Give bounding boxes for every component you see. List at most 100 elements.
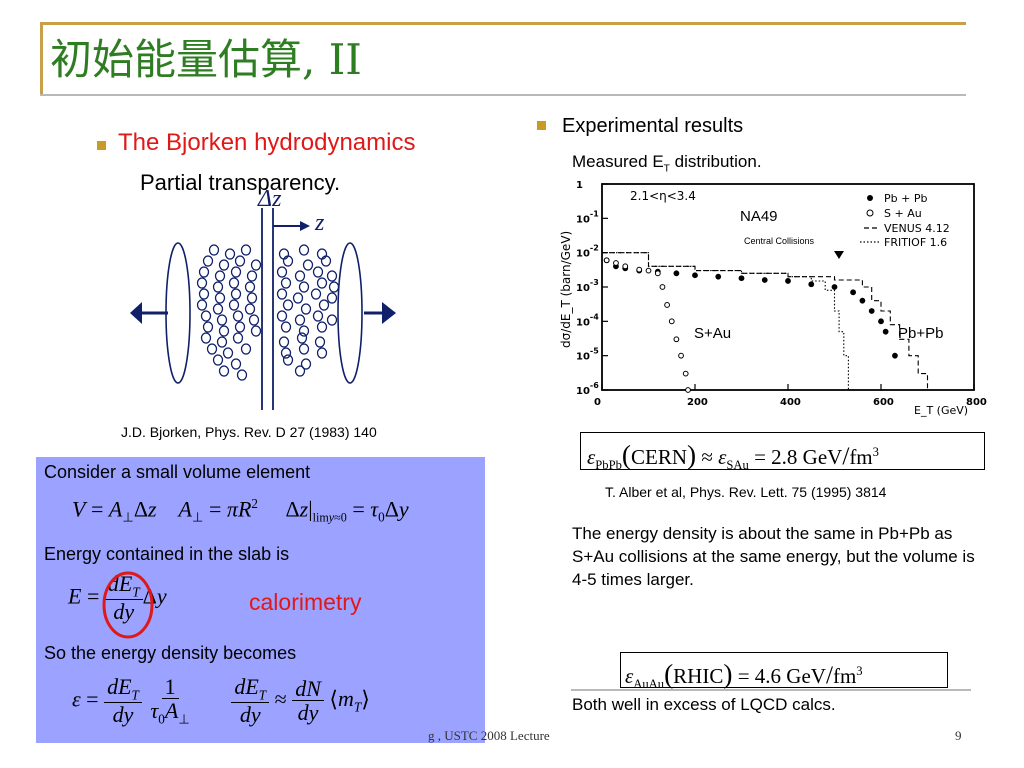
legend-marker-pbpb: [867, 195, 873, 201]
particle: [230, 288, 242, 300]
particle: [276, 310, 288, 322]
particle: [328, 281, 340, 293]
delta-z-label: Δz: [258, 186, 282, 212]
particle: [298, 244, 310, 256]
particle: [320, 255, 332, 267]
bullet-square-icon: [97, 141, 106, 150]
point-s-au: [664, 302, 670, 308]
y-tick-exponent: -5: [590, 347, 599, 356]
right-bullet-heading: Experimental results: [562, 115, 744, 137]
point-s-au: [613, 260, 619, 266]
z-axis-label: z: [315, 210, 325, 236]
point-pb-pb: [882, 328, 889, 335]
point-pb-pb: [831, 284, 838, 290]
sau-label: S+Au: [694, 325, 731, 342]
point-pb-pb: [692, 272, 698, 279]
particle: [234, 321, 246, 333]
slide-title: 初始能量估算, II: [50, 35, 362, 84]
particle: [280, 347, 292, 359]
particle: [236, 369, 248, 381]
particle: [276, 266, 288, 278]
particle: [326, 314, 338, 326]
particle: [278, 336, 290, 348]
calorimetry-label: calorimetry: [249, 589, 362, 615]
particle: [240, 244, 252, 256]
particle: [218, 259, 230, 271]
particle: [282, 299, 294, 311]
y-tick-exponent: -6: [590, 381, 599, 390]
y-tick-exponent: -4: [590, 312, 599, 321]
particle: [230, 266, 242, 278]
series-fritiof-1-6: [602, 252, 849, 390]
particle: [300, 358, 312, 370]
particle: [248, 314, 260, 326]
particle: [294, 270, 306, 282]
particle: [214, 270, 226, 282]
point-s-au: [673, 336, 680, 343]
particle: [240, 343, 252, 355]
y-tick-label: 10-1: [576, 209, 599, 225]
point-pb-pb: [761, 277, 768, 283]
central-label: Central Collisions: [744, 236, 815, 246]
particle: [276, 288, 288, 300]
pbpb-energy-density-formula: εPbPb(CERN) ≈ εSAu = 2.8 GeV/fm3: [580, 432, 985, 472]
particle: [230, 358, 242, 370]
x-tick-label: 200: [687, 397, 708, 408]
particle: [200, 310, 212, 322]
y-tick-label: 10-5: [576, 347, 599, 363]
x-tick-label: 800: [966, 397, 987, 408]
point-s-au: [659, 284, 666, 290]
particle: [224, 248, 236, 260]
particle: [216, 314, 228, 326]
x-tick-label: 0: [594, 397, 601, 408]
legend-pbpb: Pb + Pb: [884, 192, 927, 205]
point-s-au: [682, 370, 689, 377]
box-line-density: So the energy density becomes: [44, 643, 297, 663]
point-pb-pb: [785, 278, 791, 284]
y-tick-label: 10-2: [576, 244, 599, 260]
y-tick-label: 1: [576, 180, 583, 191]
volume-formula: V = A⊥Δz A⊥ = πR2 Δz|limy≈0 = τ0Δy: [72, 496, 409, 525]
y-tick-exponent: -1: [590, 209, 599, 218]
box-line-energy: Energy contained in the slab is: [44, 544, 290, 564]
particle: [244, 281, 256, 293]
x-tick-label: 400: [780, 397, 801, 408]
point-s-au: [668, 318, 675, 325]
x-axis-label: E_T (GeV): [914, 404, 968, 417]
point-pb-pb: [892, 352, 898, 359]
particle: [246, 292, 258, 304]
particle: [196, 277, 208, 289]
footer-rule: [571, 689, 971, 691]
particle: [250, 325, 262, 337]
right-arrow-icon: [364, 302, 396, 324]
x-tick-label: 600: [873, 397, 894, 408]
highlight-circle: [102, 571, 154, 639]
bullet-square-icon: [537, 121, 546, 130]
left-nucleus: [165, 242, 191, 384]
particle: [232, 332, 244, 344]
particle: [198, 266, 210, 278]
particle: [228, 299, 240, 311]
particle: [280, 277, 292, 289]
x-ticks: 0 200 400 600 800: [594, 384, 987, 408]
bjorken-diagram: [130, 208, 396, 410]
particle: [326, 292, 338, 304]
particle: [218, 365, 230, 377]
alber-citation: T. Alber et al, Phys. Rev. Lett. 75 (199…: [605, 484, 887, 500]
title-bottom-rule: [40, 94, 966, 96]
y-tick-label: 10-6: [576, 381, 599, 397]
box-line-volume: Consider a small volume element: [44, 462, 311, 482]
y-axis-label: dσ/dE_T (barn/GeV): [559, 231, 573, 348]
particle: [228, 277, 240, 289]
particle: [246, 270, 258, 282]
particle: [206, 343, 218, 355]
left-subheading: Partial transparency.: [140, 170, 341, 195]
point-s-au: [603, 257, 610, 264]
particle: [212, 281, 224, 293]
legend-marker-sau: [866, 209, 874, 217]
range-label: 2.1<η<3.4: [630, 189, 696, 203]
particle: [282, 255, 294, 267]
particle: [326, 270, 338, 282]
y-tick-label: 10-4: [576, 312, 599, 328]
point-s-au: [678, 352, 684, 359]
